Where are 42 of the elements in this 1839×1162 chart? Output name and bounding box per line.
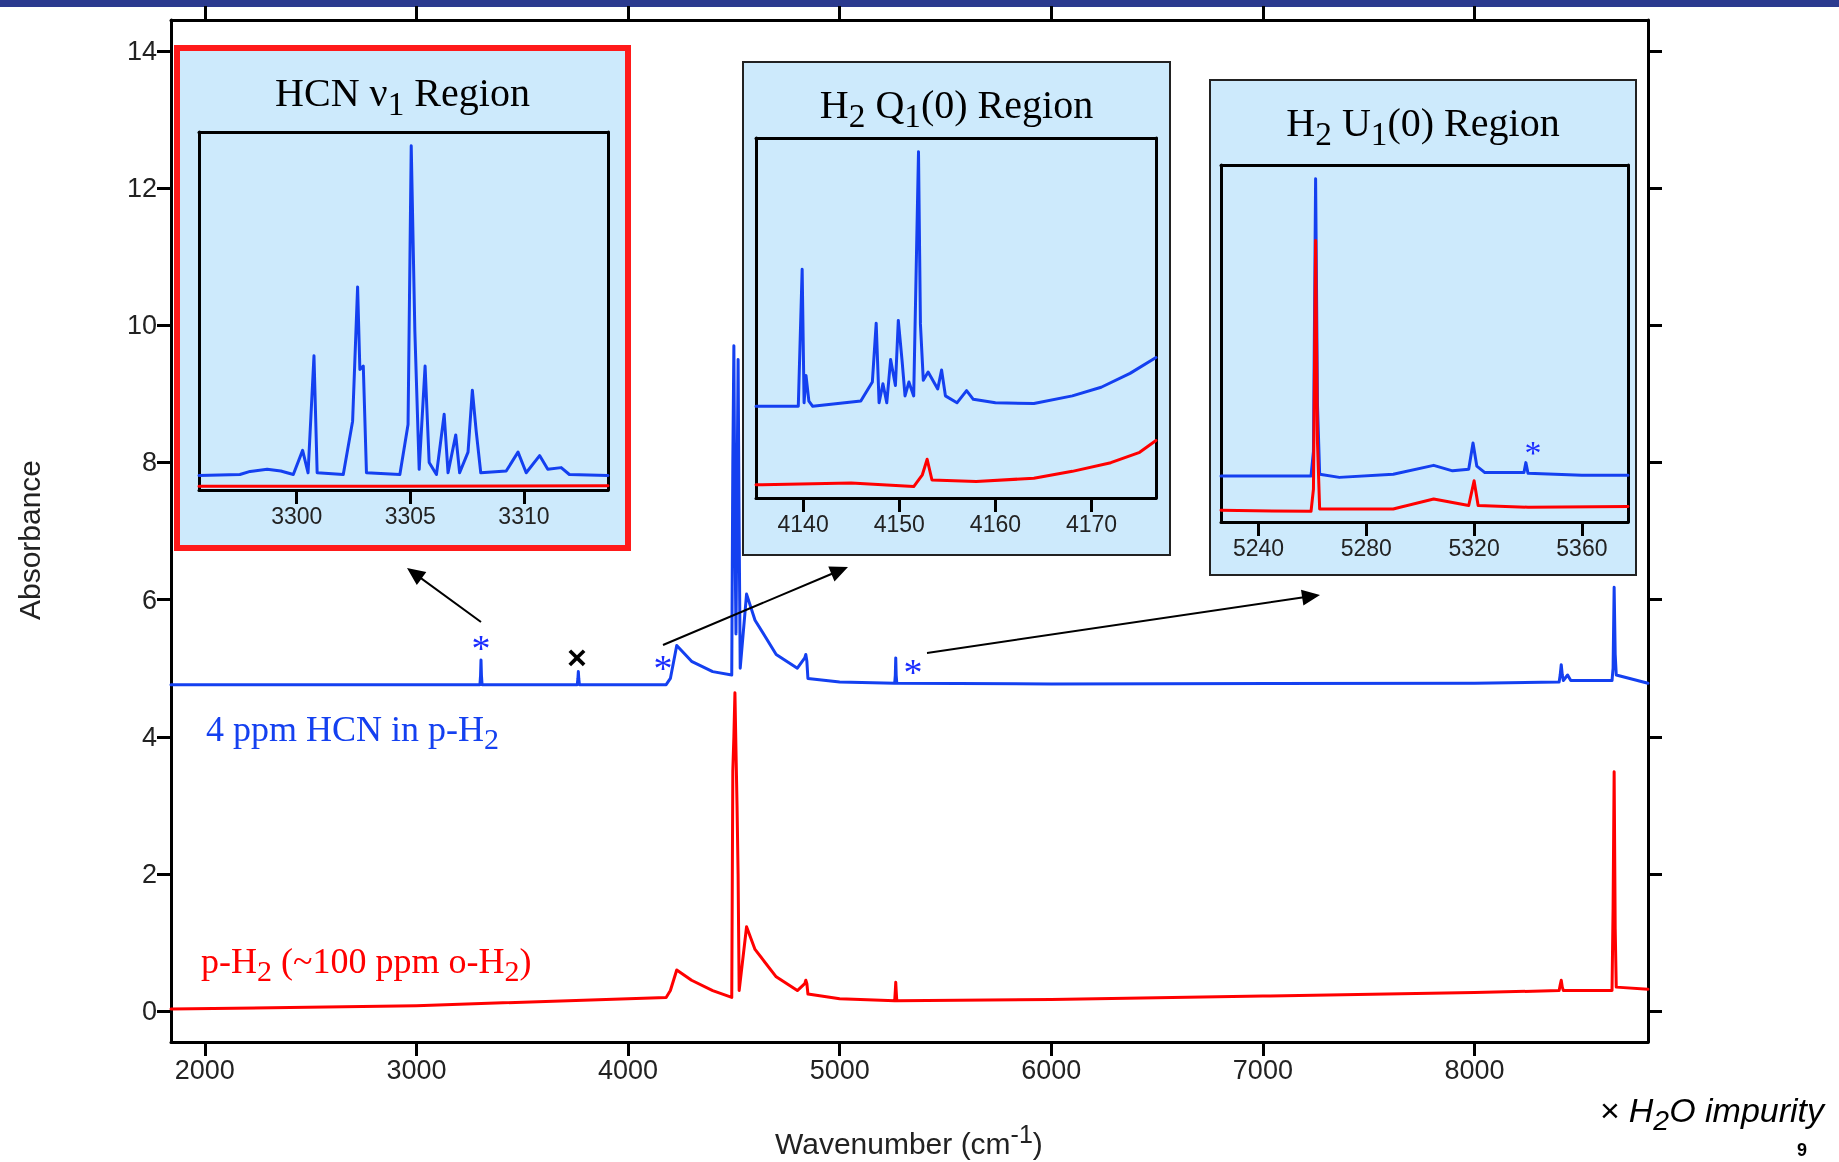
x-tick-label: 4000 — [598, 1054, 659, 1085]
y-tick-label: 8 — [141, 447, 157, 478]
annotation: * — [653, 646, 673, 690]
x-tick-label: 3300 — [271, 502, 323, 529]
x-tick-label: 5360 — [1556, 534, 1608, 561]
x-tick-label: 3310 — [498, 502, 550, 529]
annotation: * — [903, 650, 923, 694]
x-tick-label: 6000 — [1021, 1054, 1082, 1085]
x-tick-label: 4160 — [969, 510, 1022, 537]
y-axis-title: Absorbance — [13, 459, 48, 621]
series-label: p-H$_{2}$ (~100 ppm o-H$_{2}$) — [201, 940, 532, 989]
annotation: * — [1524, 434, 1542, 472]
text: × H$_{2}$O impurity — [1599, 1091, 1825, 1137]
y-tick-label: 0 — [141, 996, 157, 1027]
annotation: × — [567, 637, 587, 677]
x-tick-label: 8000 — [1444, 1054, 1505, 1085]
x-tick-label: 4140 — [777, 510, 829, 537]
x-tick-label: 3305 — [384, 502, 436, 529]
chart-title: H$_{2}$ Q$_{1}$(0) Region — [818, 81, 1095, 135]
y-tick-label: 12 — [126, 173, 157, 204]
x-tick-label: 7000 — [1232, 1054, 1293, 1085]
annotation: * — [471, 626, 491, 670]
x-tick-label: 4150 — [873, 510, 925, 537]
y-tick-label: 10 — [126, 310, 157, 341]
chart-title: H$_{2}$ U$_{1}$(0) Region — [1285, 99, 1561, 153]
x-tick-label: 4170 — [1065, 510, 1118, 537]
text: 9 — [1797, 1139, 1808, 1161]
x-tick-label: 3000 — [386, 1054, 447, 1085]
y-tick-label: 14 — [126, 35, 157, 66]
y-tick-label: 2 — [141, 858, 157, 889]
chart-title: HCN ν$_{1}$ Region — [274, 69, 531, 123]
y-tick-label: 6 — [141, 584, 157, 615]
x-tick-label: 2000 — [174, 1054, 235, 1085]
x-tick-label: 5280 — [1340, 534, 1392, 561]
x-axis-title: Wavenumber (cm$^{-1}$) — [775, 1119, 1043, 1161]
line-series — [169, 344, 1650, 687]
line-series — [169, 691, 1650, 1011]
x-tick-label: 5000 — [809, 1054, 870, 1085]
x-tick-label: 5240 — [1232, 534, 1285, 561]
series-label: 4 ppm HCN in p-H$_{2}$ — [206, 707, 499, 756]
y-tick-label: 4 — [141, 721, 157, 752]
x-tick-label: 5320 — [1448, 534, 1500, 561]
